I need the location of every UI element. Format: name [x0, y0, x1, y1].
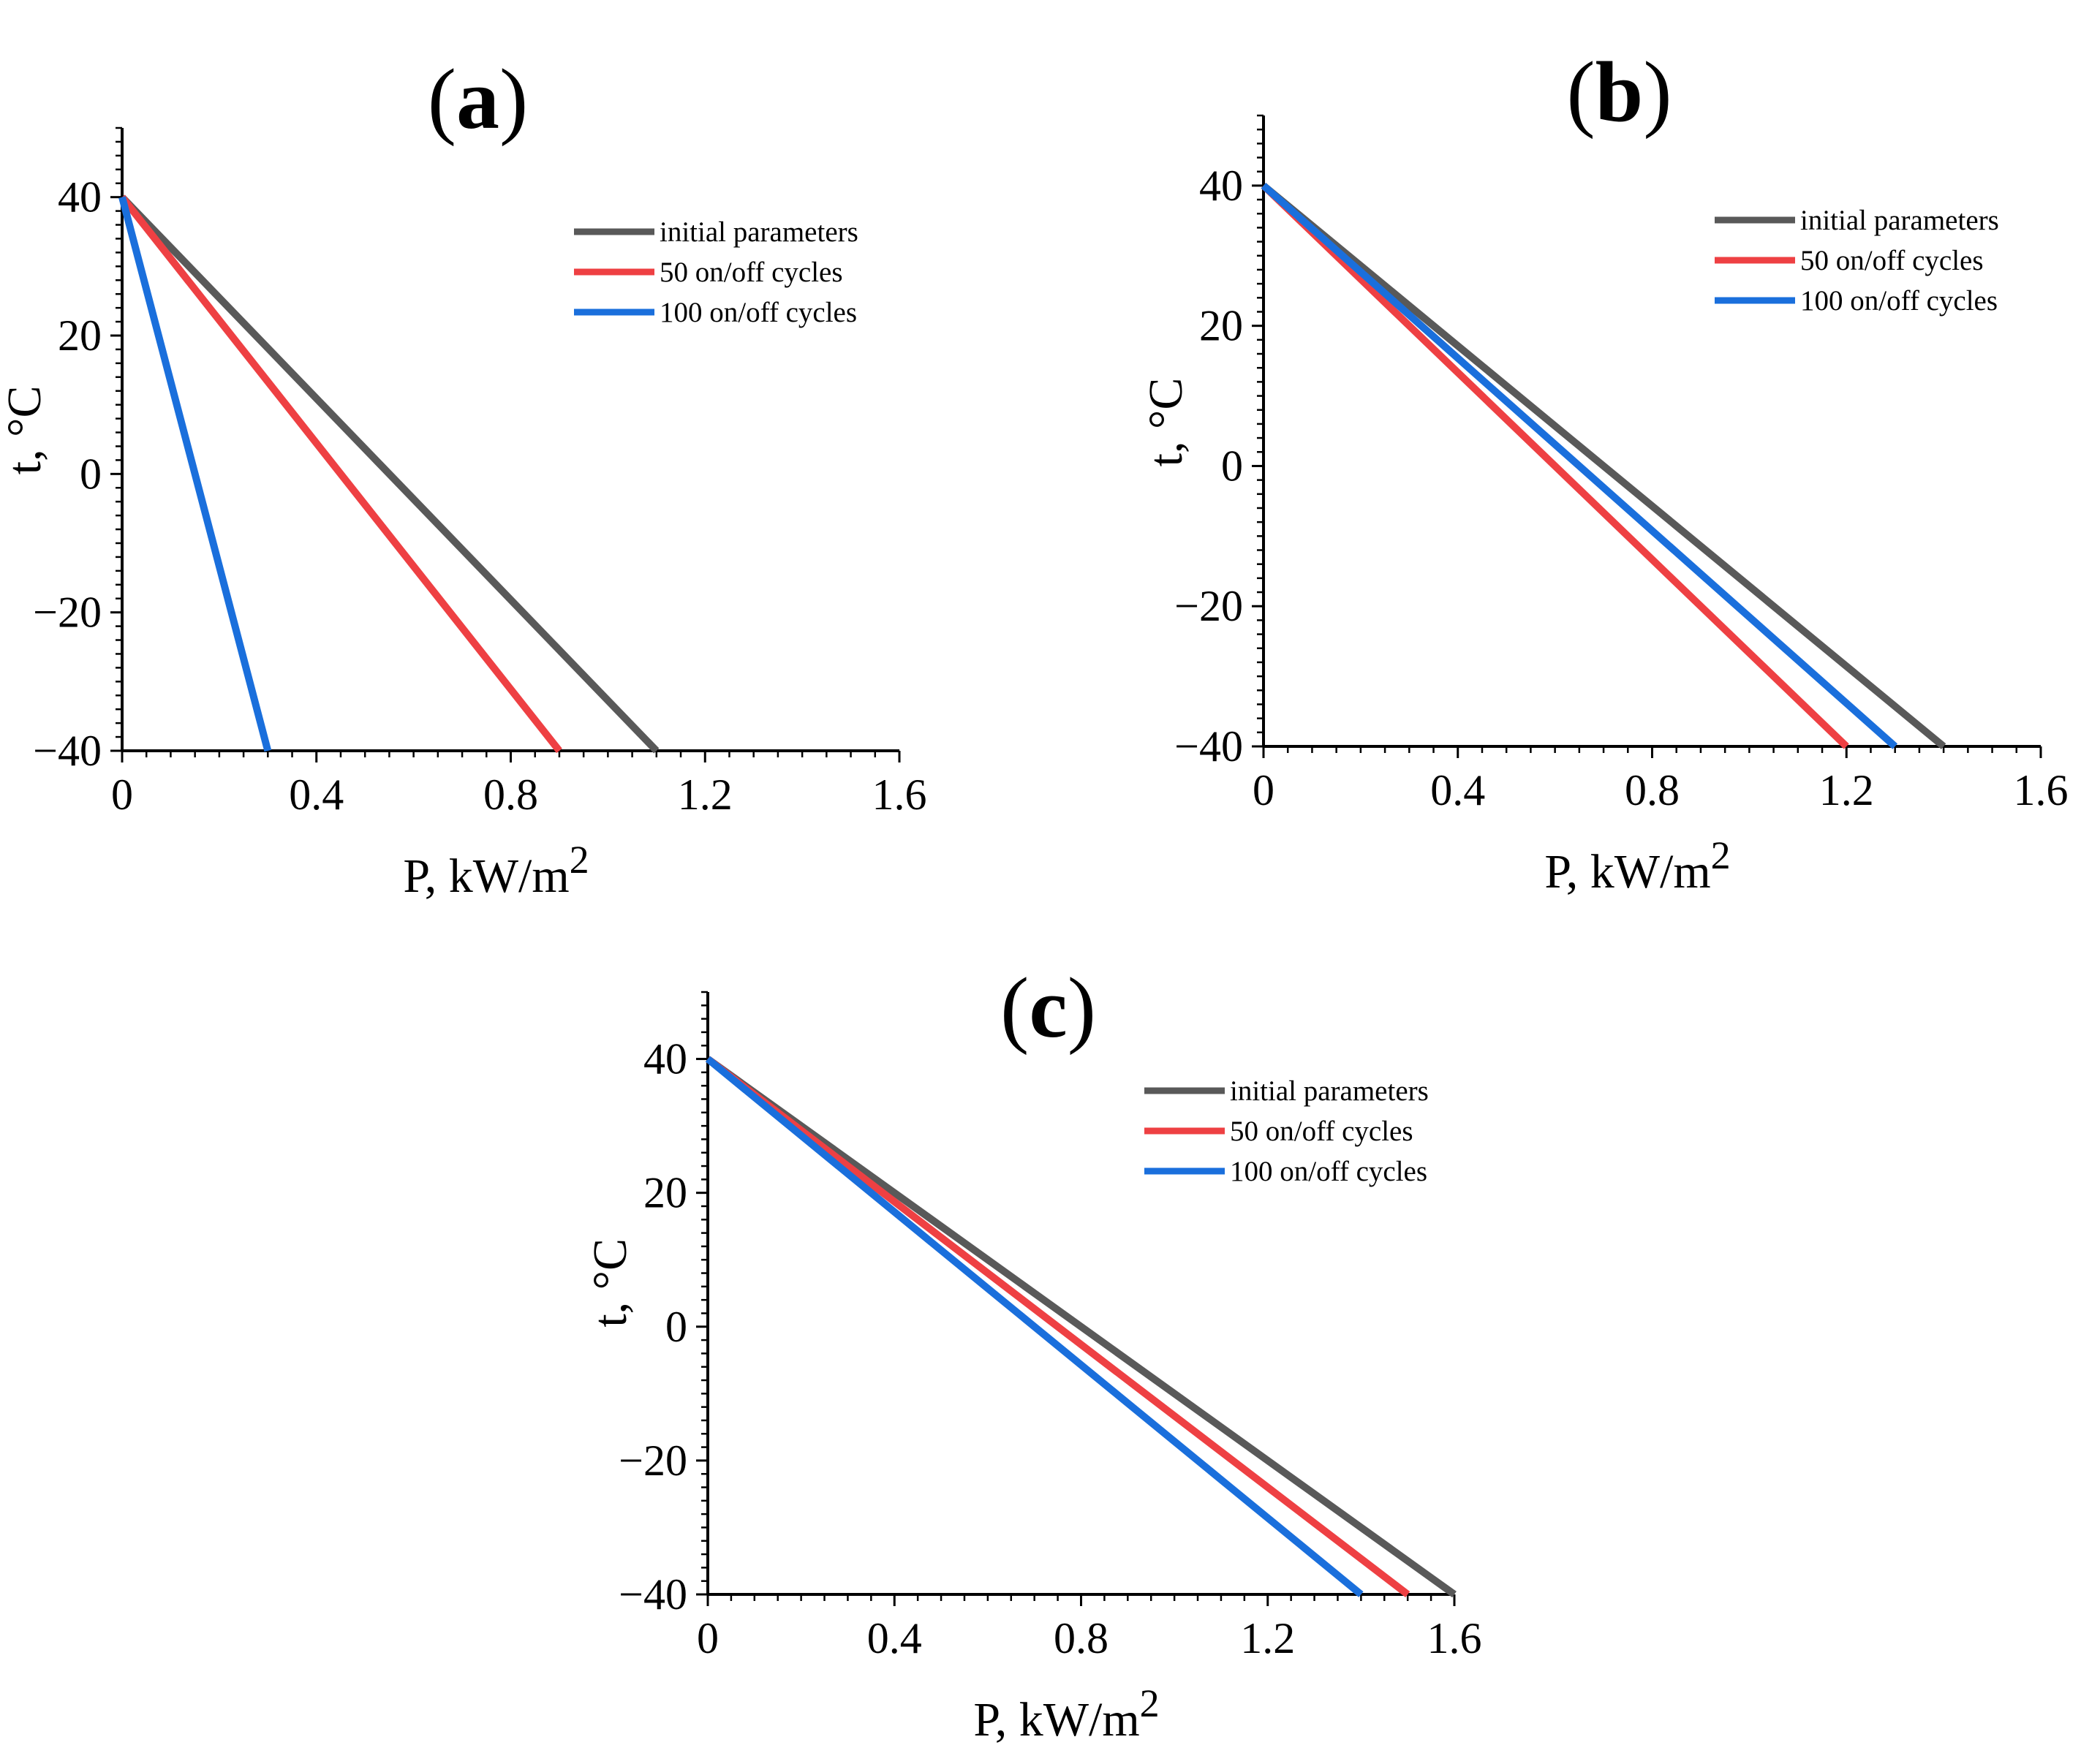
x-axis-label-text: P, kW/m [973, 1693, 1139, 1745]
y-tick-label: −40 [33, 727, 102, 775]
series-line-initial-parameters [706, 1056, 1457, 1598]
x-axis-label-text: P, kW/m [1544, 845, 1710, 898]
x-tick-label: 0.8 [483, 771, 538, 819]
y-tick-label: 0 [80, 450, 102, 498]
y-axis-label: t, °C [1139, 378, 1193, 467]
panel-a: (a) −40 −20 0 20 40 0 0.4 0.8 1.2 1.6 P, kW/m2 t, °C… [0, 51, 927, 903]
panel-label-open: ( [1566, 44, 1595, 140]
panel-label-open: ( [428, 51, 456, 147]
x-axis-label-superscript: 2 [1711, 833, 1731, 877]
x-tick-label: 0 [1253, 766, 1274, 814]
y-tick-label: 40 [1199, 162, 1243, 210]
series-line-100-on-off-cycles [705, 1056, 1364, 1597]
x-tick-label: 1.6 [872, 771, 927, 819]
y-tick-label: 20 [643, 1169, 687, 1217]
panel-label-letter: c [1029, 960, 1067, 1056]
x-tick-label: 0 [697, 1614, 719, 1662]
legend-label: 100 on/off cycles [1230, 1156, 1427, 1187]
panel-label-b: (b) [1566, 44, 1672, 140]
x-tick-label: 0.8 [1054, 1614, 1108, 1662]
series-line-50-on-off-cycles [705, 1056, 1410, 1597]
series-line-100-on-off-cycles [118, 196, 272, 752]
legend: initial parameters 50 on/off cycles 100 on… [1144, 1075, 1429, 1187]
legend-label: 100 on/off cycles [1800, 285, 1998, 317]
x-axis-label-text: P, kW/m [403, 849, 569, 903]
panel-label-letter: b [1595, 44, 1644, 140]
y-tick-label: 20 [58, 311, 102, 360]
x-tick-label: 1.2 [678, 771, 733, 819]
y-tick-label: 20 [1199, 302, 1243, 350]
panel-label-c: (c) [1000, 960, 1096, 1056]
legend-label: initial parameters [660, 216, 858, 248]
y-tick-label: −20 [619, 1436, 687, 1485]
x-axis-label: P, kW/m2 [1544, 833, 1730, 898]
panel-label-close: ) [1643, 44, 1672, 140]
x-tick-label: 0.8 [1625, 766, 1680, 814]
x-tick-label: 1.2 [1819, 766, 1874, 814]
x-tick-label: 1.6 [1427, 1614, 1482, 1662]
legend-label: initial parameters [1800, 205, 1999, 236]
legend: initial parameters 50 on/off cycles 100 on… [574, 216, 858, 328]
y-tick-label: −40 [1174, 722, 1243, 771]
series-line-100-on-off-cycles [1261, 183, 1898, 749]
y-tick-label: −20 [33, 588, 102, 637]
series-line-initial-parameters [119, 194, 660, 754]
panel-label-close: ) [1068, 960, 1096, 1056]
legend: initial parameters 50 on/off cycles 100 on… [1715, 205, 1999, 317]
x-tick-label: 0 [111, 771, 133, 819]
x-axis-label-superscript: 2 [570, 838, 589, 882]
legend-label: 50 on/off cycles [1800, 245, 1984, 276]
y-tick-label: −20 [1174, 582, 1243, 630]
y-tick-label: −40 [619, 1570, 687, 1619]
legend-label: 100 on/off cycles [660, 297, 857, 328]
legend-label: initial parameters [1230, 1075, 1429, 1107]
legend-label: 50 on/off cycles [1230, 1116, 1413, 1147]
x-tick-label: 1.6 [2014, 766, 2069, 814]
x-axis-label-superscript: 2 [1140, 1681, 1160, 1725]
panel-label-open: ( [1000, 960, 1029, 1056]
panel-label-a: (a) [428, 51, 529, 147]
y-tick-label: 0 [1221, 442, 1243, 490]
y-tick-label: 0 [665, 1303, 687, 1351]
x-tick-label: 0.4 [867, 1614, 922, 1662]
series-line-50-on-off-cycles [1261, 183, 1849, 749]
panel-label-close: ) [499, 51, 528, 147]
series-line-50-on-off-cycles [119, 194, 562, 754]
y-tick-label: 40 [643, 1035, 687, 1083]
series-line-initial-parameters [1261, 183, 1946, 749]
x-tick-label: 0.4 [1430, 766, 1485, 814]
y-axis-label: t, °C [0, 385, 51, 474]
x-tick-label: 1.2 [1240, 1614, 1295, 1662]
panel-b: (b) −40 −20 0 20 40 0 0.4 0.8 1.2 1.6 P, kW/m2 t, °C… [1139, 44, 2069, 898]
x-axis-label: P, kW/m2 [973, 1681, 1159, 1745]
x-axis-label: P, kW/m2 [403, 838, 589, 903]
panel-label-letter: a [456, 51, 499, 147]
x-tick-label: 0.4 [289, 771, 344, 819]
legend-label: 50 on/off cycles [660, 257, 843, 288]
panel-c: (c) −40 −20 0 20 40 0 0.4 0.8 1.2 1.6 P, kW/m2 t, °C… [583, 960, 1482, 1745]
y-tick-label: 40 [58, 173, 102, 222]
y-axis-label: t, °C [583, 1238, 637, 1328]
